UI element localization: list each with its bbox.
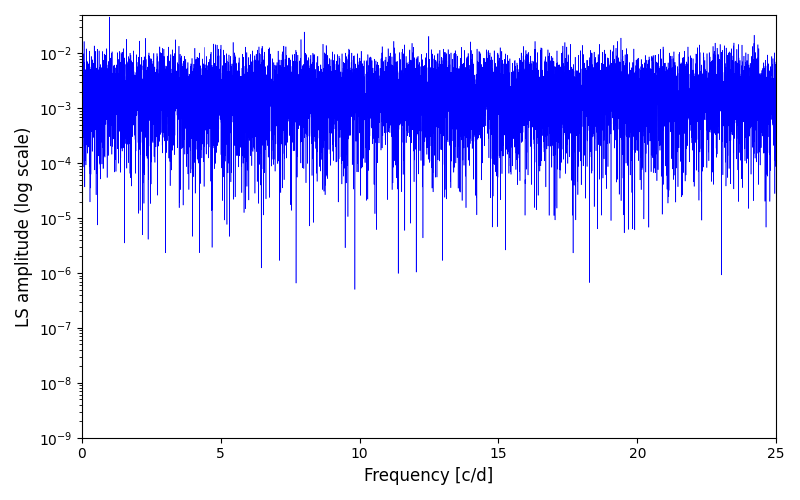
X-axis label: Frequency [c/d]: Frequency [c/d]	[364, 467, 494, 485]
Y-axis label: LS amplitude (log scale): LS amplitude (log scale)	[15, 126, 33, 326]
